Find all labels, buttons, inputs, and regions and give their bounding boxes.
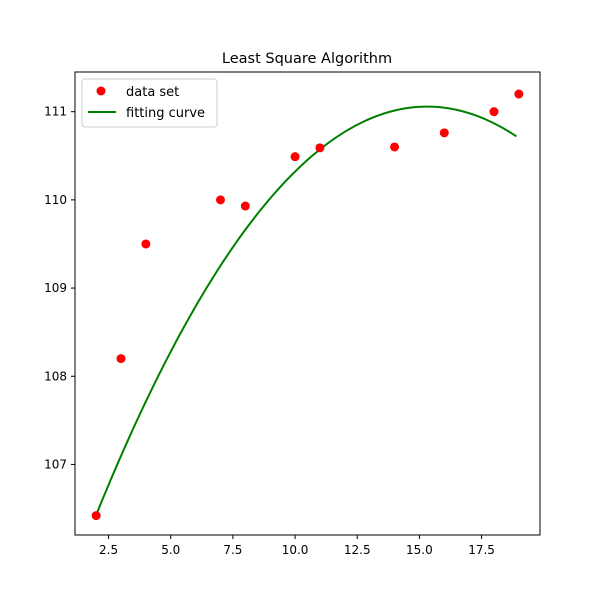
data-point xyxy=(514,89,524,99)
y-tick-label: 107 xyxy=(44,457,67,471)
legend-label-data-set: data set xyxy=(126,85,179,100)
data-point xyxy=(116,354,126,364)
chart-title: Least Square Algorithm xyxy=(222,51,392,67)
data-point xyxy=(141,239,151,249)
x-tick-label: 17.5 xyxy=(468,543,495,557)
legend-marker-data-set xyxy=(96,86,106,96)
data-point xyxy=(390,142,400,152)
plot-area xyxy=(91,89,524,521)
x-tick-label: 12.5 xyxy=(344,543,371,557)
data-point xyxy=(91,511,101,521)
legend-label-fitting-curve: fitting curve xyxy=(126,106,205,121)
data-point xyxy=(489,107,499,117)
y-tick-label: 111 xyxy=(44,105,67,119)
fitting-curve-line xyxy=(95,105,517,516)
data-point xyxy=(215,195,225,205)
y-axis-ticks: 107 108 109 110 111 xyxy=(44,105,75,471)
y-tick-label: 109 xyxy=(44,281,67,295)
legend-box xyxy=(81,78,218,128)
x-tick-label: 15.0 xyxy=(406,543,433,557)
data-point xyxy=(439,128,449,138)
data-point xyxy=(315,143,325,153)
data-points-layer xyxy=(91,89,524,521)
y-tick-label: 110 xyxy=(44,193,67,207)
data-point xyxy=(240,201,250,211)
axes-frame xyxy=(74,71,541,536)
x-tick-label: 5.0 xyxy=(161,543,180,557)
x-tick-label: 7.5 xyxy=(223,543,242,557)
data-point xyxy=(290,152,300,162)
legend: data set fitting curve xyxy=(81,78,218,128)
x-tick-label: 2.5 xyxy=(99,543,118,557)
x-tick-label: 10.0 xyxy=(282,543,309,557)
x-axis-ticks: 2.5 5.0 7.5 10.0 12.5 15.0 17.5 xyxy=(99,535,495,557)
fitting-curve-layer xyxy=(95,105,517,516)
y-tick-label: 108 xyxy=(44,369,67,383)
